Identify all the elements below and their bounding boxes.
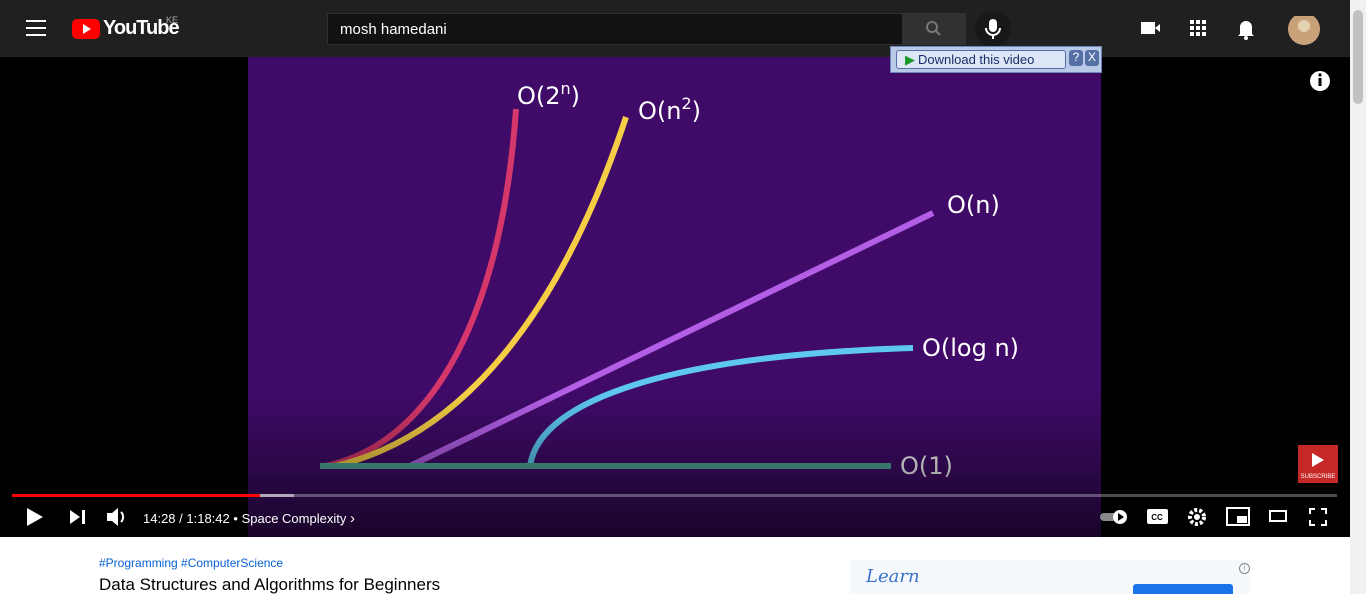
hashtags: #Programming #ComputerScience	[99, 556, 283, 570]
menu-button[interactable]	[26, 20, 46, 36]
download-bar: ▶ Download this video ? X	[890, 46, 1102, 73]
svg-text:CC: CC	[1151, 513, 1163, 522]
video-player[interactable]: O(2n) O(n2) O(n) O(log n) O(1) SUBSCRIBE…	[0, 46, 1350, 537]
search-box[interactable]: mosh hamedani	[327, 13, 903, 45]
controls[interactable]: CC	[0, 501, 1350, 537]
search-button[interactable]	[902, 13, 966, 45]
search-text: mosh hamedani	[340, 21, 447, 38]
ad-info[interactable]: i	[1239, 563, 1250, 574]
mic-button[interactable]	[975, 11, 1011, 47]
logo-icon[interactable]	[72, 19, 100, 39]
scrollbar[interactable]	[1350, 0, 1366, 594]
ad-banner[interactable]: Learn	[850, 560, 1250, 594]
help-button[interactable]: ?	[1069, 50, 1083, 66]
header-icons[interactable]	[1138, 16, 1338, 46]
region-label: KE	[166, 15, 179, 25]
close-button[interactable]: X	[1085, 50, 1099, 66]
watermark[interactable]: SUBSCRIBE	[1301, 474, 1336, 480]
video-frame: O(2n) O(n2) O(n) O(log n) O(1) SUBSCRIBE	[0, 57, 1350, 537]
logo-text[interactable]: YouTube	[103, 17, 180, 39]
video-title: Data Structures and Algorithms for Begin…	[99, 575, 441, 594]
hashtag[interactable]: #Programming	[99, 556, 178, 570]
time-display: 14:28 / 1:18:42 • Space Complexity ›	[143, 510, 355, 527]
hashtag[interactable]: #ComputerScience	[181, 556, 284, 570]
separator: •	[233, 511, 238, 526]
chapter-title[interactable]: Space Complexity	[241, 511, 347, 526]
header: YouTube KE mosh hamedani	[0, 0, 1350, 57]
download-button[interactable]: ▶ Download this video	[896, 50, 1066, 69]
scrollbar-thumb[interactable]	[1353, 10, 1363, 104]
ad-text: Learn	[866, 566, 920, 587]
